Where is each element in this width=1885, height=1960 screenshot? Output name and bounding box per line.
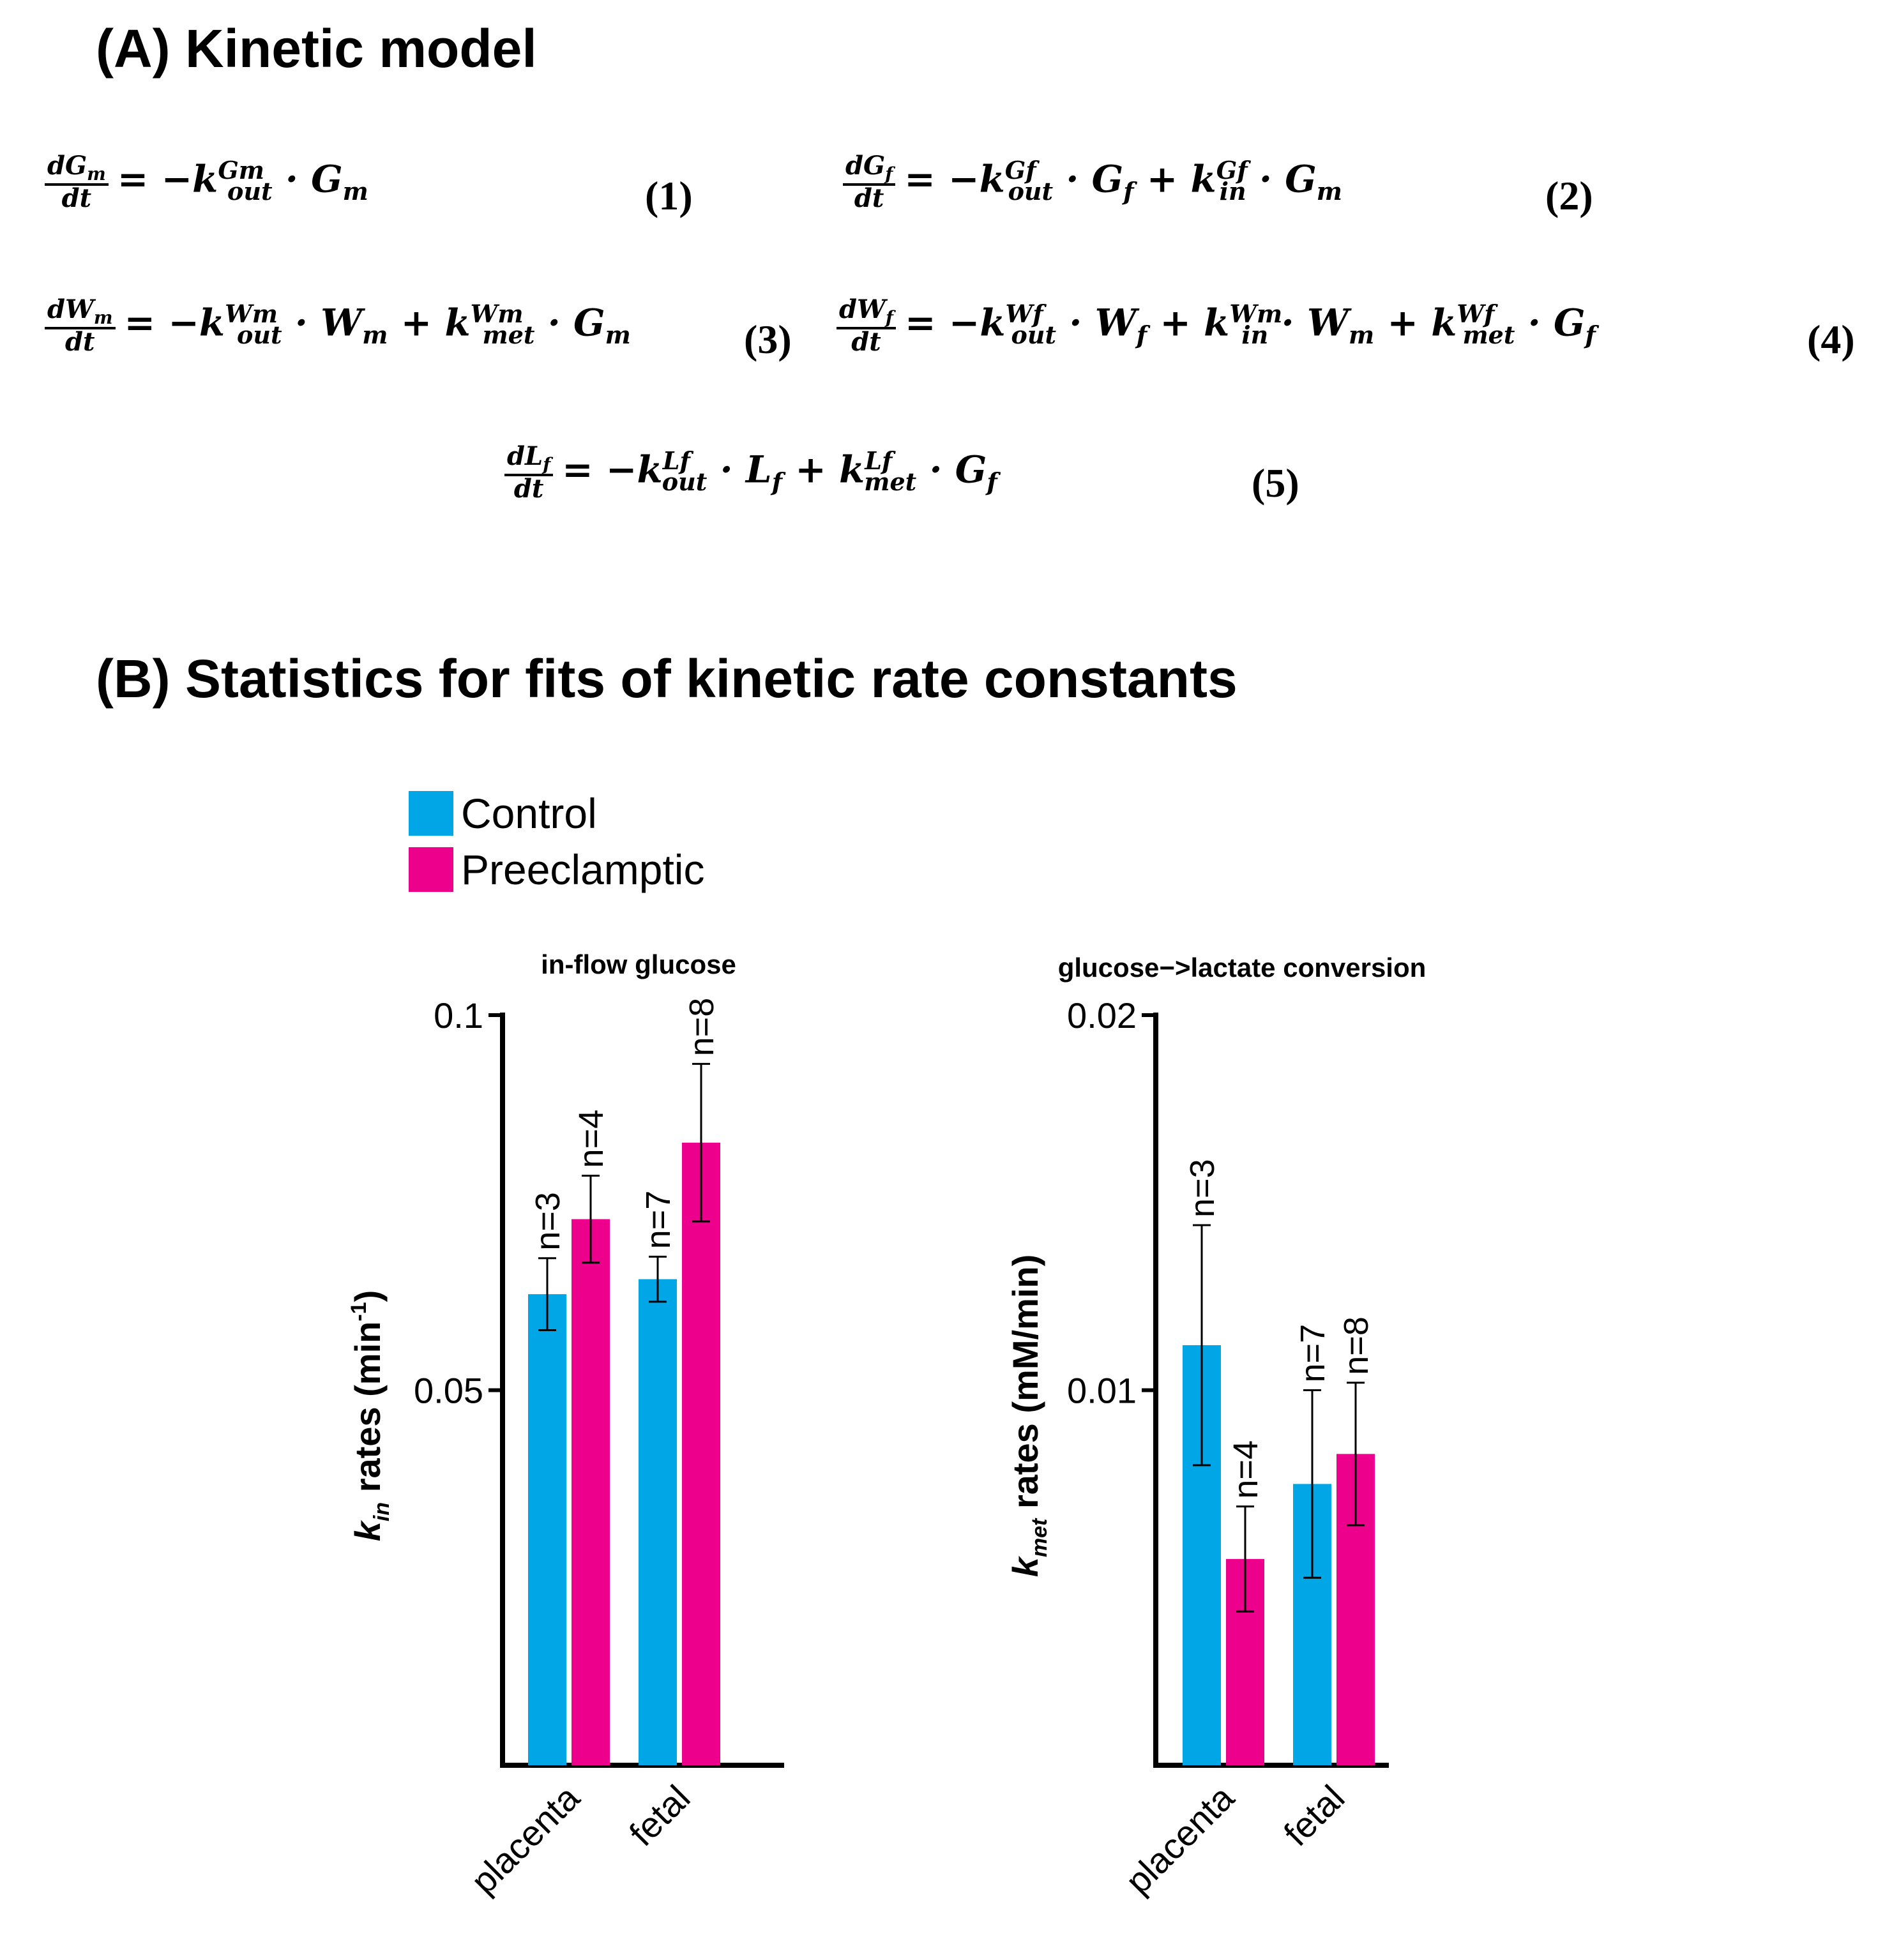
x-tick-label-0-1: fetal [621, 1777, 697, 1853]
equation-5: dLf dt = −kLfout · Lf + kLfmet · Gf [504, 444, 997, 502]
legend-swatch-preeclamptic [409, 847, 453, 892]
equation-3-number: (3) [744, 317, 792, 362]
equation-4-number: (4) [1807, 317, 1855, 362]
legend-label-control: Control [461, 790, 597, 837]
n-label-1-1-1: n=8 [1337, 1316, 1375, 1375]
legend-item-control: Control [409, 785, 704, 841]
legend-item-preeclamptic: Preeclamptic [409, 841, 704, 898]
bar-0-placenta-preeclamptic [572, 1219, 610, 1765]
n-label-1-1-0: n=7 [1294, 1324, 1332, 1383]
panel-a-heading: (A) Kinetic model [96, 19, 537, 79]
y-axis-label-1: kmet rates (mM/min) [1005, 1255, 1052, 1577]
chart-title-1: glucose−>lactate conversion [1058, 953, 1427, 983]
x-tick-label-1-0: placenta [1117, 1777, 1242, 1901]
equation-2: dGf dt = −kGfout · Gf + kGfin · Gm [843, 153, 1342, 211]
bar-0-fetal-control [639, 1279, 677, 1765]
y-tick-label-1-1: 0.02 [1067, 995, 1137, 1036]
n-label-1-0-0: n=3 [1183, 1159, 1222, 1217]
y-axis-label-0: kin rates (min-1) [347, 1290, 394, 1541]
equation-3: dWm dt = −kWmout · Wm + kWmmet · Gm [45, 297, 631, 355]
n-label-0-0-0: n=3 [529, 1192, 567, 1251]
panel-b-heading: (B) Statistics for fits of kinetic rate … [96, 649, 1238, 709]
equation-1: dGm dt = −kGmout · Gm [45, 153, 368, 211]
equation-4: dWf dt = −kWfout · Wf + kWmin · Wm + kWfme… [837, 297, 1596, 355]
bar-0-fetal-preeclamptic [682, 1142, 720, 1765]
legend-label-preeclamptic: Preeclamptic [461, 846, 705, 893]
y-tick-label-0-0: 0.05 [414, 1371, 483, 1411]
bar-0-placenta-control [528, 1294, 566, 1765]
n-label-0-1-1: n=8 [683, 998, 721, 1057]
x-tick-label-0-0: placenta [463, 1777, 587, 1901]
n-label-0-0-1: n=4 [572, 1110, 610, 1168]
n-label-1-0-1: n=4 [1227, 1440, 1265, 1499]
legend-swatch-control [409, 791, 453, 836]
y-tick-label-1-0: 0.01 [1067, 1371, 1137, 1411]
x-tick-label-1-1: fetal [1276, 1777, 1352, 1853]
equation-2-number: (2) [1545, 173, 1593, 218]
n-label-0-1-0: n=7 [639, 1191, 678, 1249]
chart-title-0: in-flow glucose [541, 949, 736, 979]
equation-5-number: (5) [1252, 460, 1299, 506]
y-tick-label-0-1: 0.1 [434, 995, 483, 1036]
legend: Control Preeclamptic [409, 785, 704, 898]
equation-1-number: (1) [645, 173, 693, 218]
